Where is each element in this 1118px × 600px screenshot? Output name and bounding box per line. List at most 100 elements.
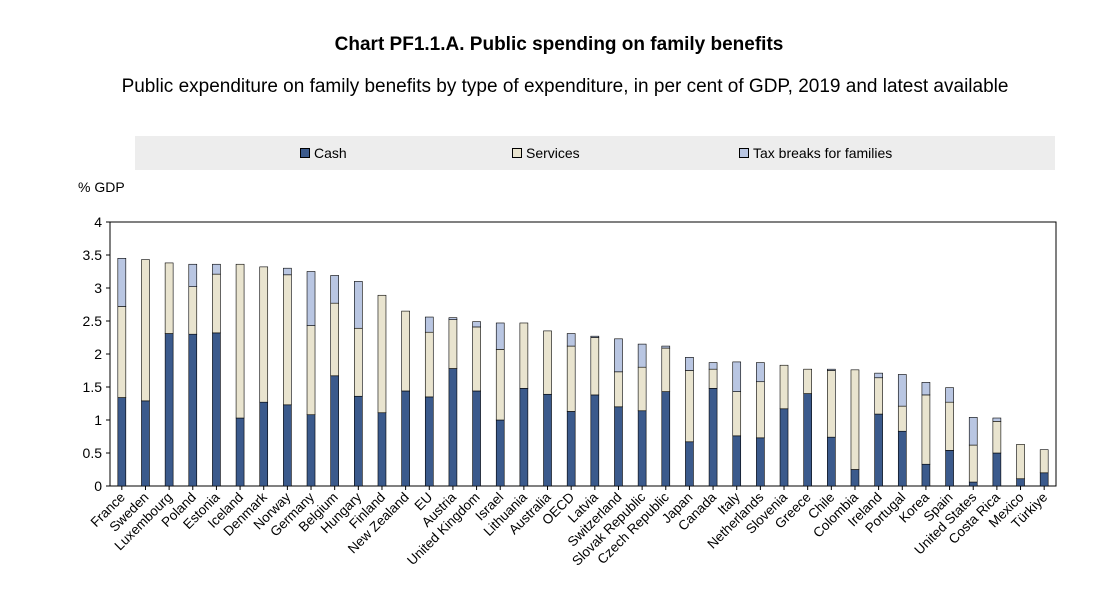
y-tick-label: 4 [94, 214, 102, 230]
bar-cash [519, 388, 529, 487]
bar-tax-breaks [590, 335, 600, 338]
bar-tax-breaks [732, 361, 742, 392]
bar-tax-breaks [921, 382, 931, 396]
legend-item-cash: Cash [300, 145, 347, 161]
bar-cash [590, 394, 600, 487]
bar-services [968, 444, 978, 483]
bar-cash [661, 391, 671, 487]
bar-cash [330, 375, 339, 487]
bar-services [212, 273, 221, 334]
y-tick-label: 1.5 [83, 379, 103, 395]
bar-services [590, 337, 600, 396]
bar-tax-breaks [992, 417, 1002, 422]
bar-services [141, 259, 150, 402]
bar-cash [1016, 478, 1025, 487]
bar-services [992, 421, 1002, 454]
bar-services [306, 325, 316, 416]
bar-services [543, 330, 552, 395]
bar-cash [779, 408, 789, 487]
bar-cash [637, 410, 647, 487]
bar-cash [306, 414, 316, 487]
bar-cash [188, 333, 198, 487]
bar-services [779, 364, 789, 410]
bar-services [874, 377, 883, 415]
bar-services [424, 331, 434, 398]
bar-cash [164, 333, 174, 487]
bar-cash [708, 388, 718, 487]
bar-services [708, 368, 718, 389]
bar-tax-breaks [637, 343, 647, 368]
bar-cash [756, 437, 765, 487]
legend-swatch-tax-breaks [739, 148, 749, 158]
bar-services [945, 401, 954, 451]
bar-cash [874, 413, 883, 487]
bar-services [1016, 444, 1025, 480]
bar-services [756, 381, 765, 439]
bar-services [850, 369, 860, 470]
y-tick-label: 3 [94, 280, 102, 296]
legend-item-services: Services [512, 145, 580, 161]
bar-services [377, 294, 387, 414]
bar-services [188, 286, 198, 335]
bar-services [1039, 449, 1049, 474]
bar-services [803, 368, 812, 394]
bar-services [827, 370, 836, 438]
bar-cash [141, 400, 150, 487]
bar-services [661, 347, 671, 392]
bar-tax-breaks [117, 257, 127, 307]
bar-cash [614, 406, 623, 487]
bar-services [519, 322, 529, 389]
bar-services [330, 302, 339, 377]
y-axis-label: % GDP [78, 179, 125, 195]
legend-item-tax-breaks: Tax breaks for families [739, 145, 892, 161]
y-tick-label: 2 [94, 346, 102, 362]
bar-cash [472, 390, 481, 487]
bar-cash [424, 396, 434, 487]
bar-tax-breaks [708, 362, 718, 370]
bar-cash [448, 368, 458, 487]
bar-services [685, 370, 694, 443]
bar-cash [945, 450, 954, 487]
bar-services [472, 326, 481, 392]
legend-label-services: Services [526, 145, 580, 161]
chart-subtitle: Public expenditure on family benefits by… [121, 76, 1009, 97]
bar-cash [543, 393, 552, 487]
bar-tax-breaks [188, 263, 198, 287]
bar-cash [259, 401, 269, 487]
bar-cash [1039, 472, 1049, 487]
legend-swatch-cash [300, 148, 310, 158]
chart-legend: Cash Services Tax breaks for families [135, 136, 1055, 170]
bar-cash [921, 463, 931, 487]
bar-services [566, 345, 576, 412]
y-tick-label: 0.5 [83, 445, 103, 461]
bar-cash [495, 419, 505, 487]
bar-cash [566, 411, 576, 487]
bar-cash [685, 441, 694, 487]
bar-services [401, 310, 410, 392]
bar-services [117, 306, 127, 398]
bar-cash [354, 395, 363, 487]
bar-tax-breaks [306, 271, 316, 326]
bar-tax-breaks [424, 316, 434, 333]
y-tick-label: 2.5 [83, 313, 103, 329]
bar-tax-breaks [495, 322, 505, 350]
bar-tax-breaks [614, 338, 623, 373]
bar-cash [850, 469, 860, 487]
bar-services [259, 266, 269, 403]
bar-services [732, 391, 742, 437]
bar-services [637, 366, 647, 412]
bar-cash [803, 393, 812, 487]
bar-tax-breaks [472, 321, 481, 328]
bar-services [614, 371, 623, 408]
bar-services [235, 263, 245, 419]
bar-tax-breaks [827, 368, 836, 371]
bar-cash [283, 404, 292, 487]
bar-tax-breaks [945, 387, 954, 403]
bar-services [897, 405, 907, 432]
bar-cash [992, 452, 1002, 487]
bar-cash [212, 332, 221, 487]
bar-tax-breaks [874, 372, 883, 379]
bar-tax-breaks [685, 356, 694, 371]
bar-services [164, 262, 174, 334]
bar-tax-breaks [968, 417, 978, 446]
